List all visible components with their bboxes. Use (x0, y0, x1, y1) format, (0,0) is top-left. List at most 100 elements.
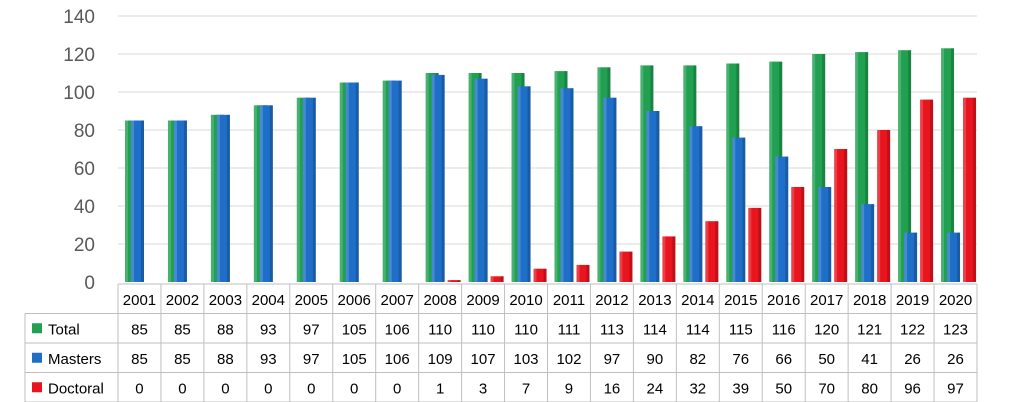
bar-highlight (560, 88, 564, 282)
bar-highlight (947, 232, 951, 282)
bar-highlight (554, 71, 558, 282)
bar-highlight (511, 73, 515, 282)
data-label: 110 (471, 321, 495, 338)
bar-highlight (646, 111, 650, 282)
x-tick-label: 2019 (896, 292, 929, 309)
data-label: 97 (947, 380, 964, 397)
bar-masters-2001 (131, 120, 144, 282)
bar-total-2020 (941, 48, 955, 282)
data-label: 103 (514, 351, 539, 368)
bar-highlight (597, 67, 601, 282)
bar-doctoral-2019 (920, 99, 934, 282)
bar-shade (758, 207, 762, 282)
bar-shade (355, 82, 359, 282)
bar-highlight (619, 251, 623, 282)
data-label: 0 (135, 380, 143, 397)
data-label: 1 (436, 380, 444, 397)
bar-masters-2007 (388, 80, 402, 282)
bar-masters-2010 (517, 86, 531, 282)
bar-doctoral-2012 (619, 251, 633, 282)
data-label: 105 (342, 351, 367, 368)
bar-highlight (775, 156, 779, 282)
data-label: 122 (900, 321, 925, 338)
data-label: 90 (647, 351, 664, 368)
bar-masters-2003 (216, 114, 230, 282)
data-label: 0 (393, 380, 401, 397)
bar-highlight (345, 82, 349, 282)
bar-shade (457, 280, 461, 282)
x-tick-label: 2002 (166, 292, 199, 309)
bar-highlight (431, 74, 435, 283)
x-tick-label: 2006 (338, 292, 371, 309)
data-label: 0 (350, 380, 358, 397)
data-label: 26 (947, 351, 964, 368)
data-label: 113 (600, 321, 624, 338)
bar-highlight (603, 97, 607, 282)
data-label: 26 (904, 351, 921, 368)
x-tick-label: 2005 (295, 292, 328, 309)
bar-masters-2014 (689, 126, 703, 282)
data-label: 88 (217, 321, 234, 338)
bar-doctoral-2015 (748, 207, 762, 282)
data-label: 97 (303, 321, 320, 338)
bar-highlight (576, 264, 580, 282)
data-label: 39 (732, 380, 749, 397)
bar-masters-2019 (904, 232, 918, 282)
bars (125, 48, 977, 283)
bar-masters-2020 (947, 232, 961, 282)
bar-highlight (517, 86, 521, 282)
bar-highlight (732, 137, 736, 282)
data-label: 111 (558, 321, 581, 338)
bar-shade (656, 111, 660, 282)
bar-highlight (920, 99, 924, 282)
bar-shade (183, 120, 187, 282)
bar-masters-2004 (259, 105, 273, 282)
data-label: 106 (385, 351, 410, 368)
bar-shade (822, 54, 826, 282)
bar-masters-2009 (474, 78, 488, 282)
bar-doctoral-2013 (662, 236, 676, 282)
bar-shade (844, 149, 848, 282)
bar-highlight (216, 114, 220, 282)
data-label: 82 (689, 351, 706, 368)
legend-swatch-masters (32, 352, 42, 363)
bar-highlight (302, 97, 306, 282)
legend-swatch-total (32, 323, 42, 334)
bar-doctoral-2018 (877, 130, 891, 282)
bar-shade (957, 232, 961, 282)
bar-masters-2008 (431, 74, 445, 283)
bar-masters-2016 (775, 156, 789, 282)
legend-label-total: Total (48, 321, 80, 338)
data-label: 85 (131, 321, 148, 338)
bar-highlight (173, 120, 177, 282)
x-tick-label: 2015 (724, 292, 757, 309)
bar-highlight (259, 105, 263, 282)
bar-shade (312, 97, 316, 282)
x-tick-label: 2013 (638, 292, 671, 309)
legend-swatch-doctoral (32, 382, 42, 393)
data-label: 24 (647, 380, 664, 397)
bar-shade (570, 88, 574, 282)
bar-shade (715, 221, 719, 282)
data-label: 109 (428, 351, 453, 368)
bar-highlight (689, 126, 693, 282)
bar-shade (828, 187, 832, 282)
bar-shade (613, 97, 617, 282)
y-tick-label: 80 (74, 121, 95, 142)
bar-masters-2011 (560, 88, 574, 282)
bar-shade (226, 114, 230, 282)
bar-shade (586, 264, 590, 282)
bar-shade (699, 126, 703, 282)
bar-highlight (791, 187, 795, 282)
gridlines (118, 15, 977, 245)
x-tick-label: 2009 (466, 292, 499, 309)
x-tick-label: 2003 (209, 292, 242, 309)
bar-highlight (861, 204, 865, 282)
data-label: 85 (131, 351, 148, 368)
bar-doctoral-2010 (533, 268, 547, 282)
bar-total-2019 (898, 50, 912, 283)
data-label: 121 (857, 321, 882, 338)
bar-masters-2018 (861, 204, 875, 282)
data-label: 85 (174, 321, 191, 338)
